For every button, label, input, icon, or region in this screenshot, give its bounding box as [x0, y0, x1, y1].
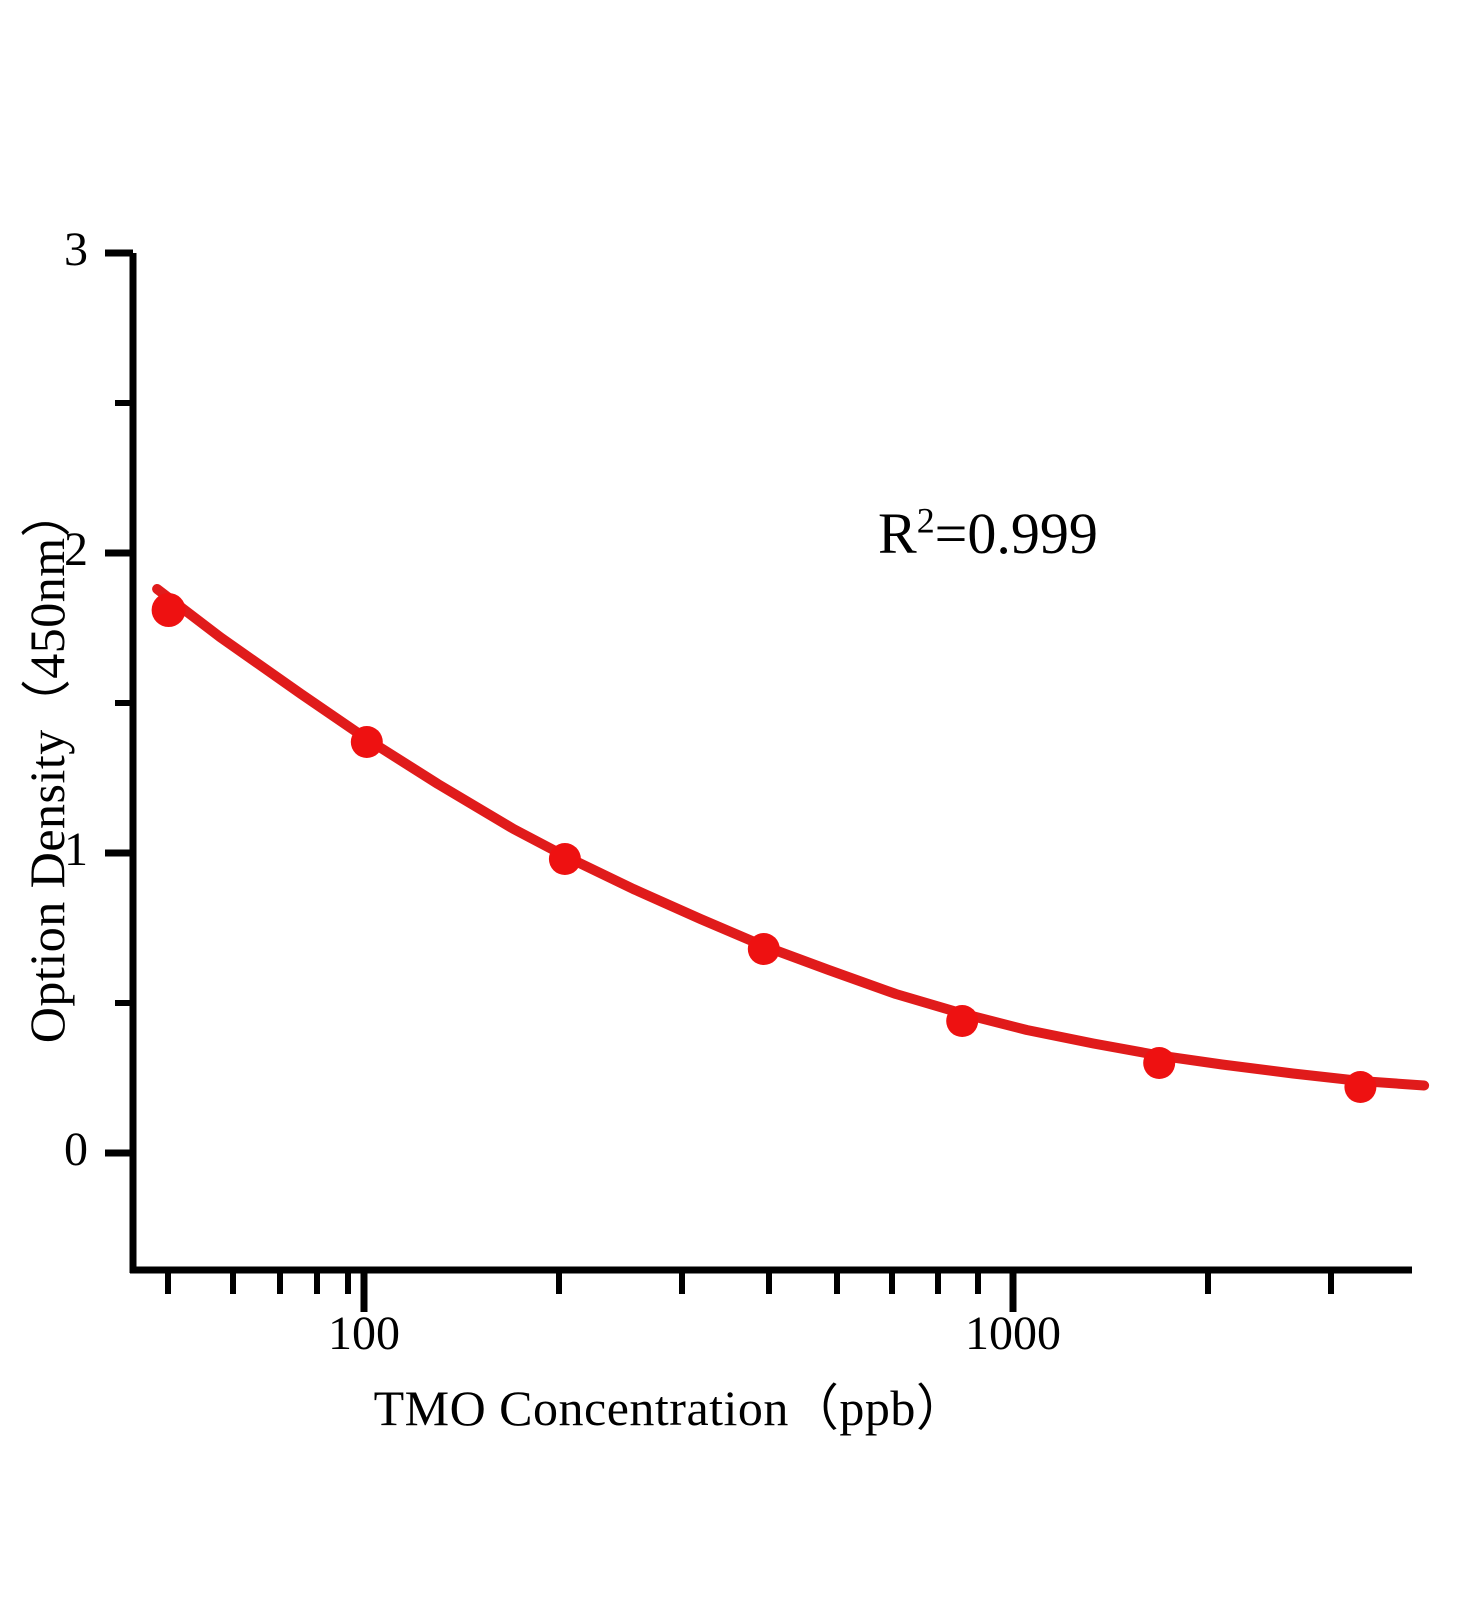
x-tick-label-1000: 1000: [965, 1307, 1061, 1360]
x-axis-title: TMO Concentration（ppb）: [373, 1380, 967, 1436]
x-tick-label-100: 100: [328, 1307, 400, 1360]
y-axis-major-ticks: [105, 249, 133, 1157]
x-axis-major-ticks: [360, 1270, 1017, 1312]
y-axis-title: Option Density（450nm）: [19, 486, 75, 1044]
data-point: [548, 843, 581, 875]
data-point: [1143, 1047, 1176, 1079]
data-point: [747, 933, 780, 965]
data-point-markers: [151, 593, 1377, 1103]
y-tick-label-2: 2: [64, 523, 88, 576]
data-point: [946, 1005, 979, 1037]
y-tick-label-3: 3: [64, 223, 88, 276]
y-axis-title-wrapper: Option Density（450nm）: [17, 415, 77, 1115]
r-squared-value: =0.999: [934, 501, 1098, 566]
y-tick-label-0: 0: [64, 1123, 88, 1176]
data-point: [1344, 1071, 1377, 1103]
r-squared-symbol: R: [878, 501, 917, 566]
r-squared-exponent: 2: [916, 500, 935, 541]
x-axis-minor-ticks: [165, 1270, 1334, 1294]
y-tick-label-1: 1: [64, 823, 88, 876]
r-squared-annotation: R2=0.999: [878, 500, 1098, 567]
y-axis-minor-ticks: [115, 400, 133, 1006]
data-point: [151, 593, 186, 627]
fit-curve: [152, 584, 1430, 1091]
data-point: [350, 726, 383, 758]
